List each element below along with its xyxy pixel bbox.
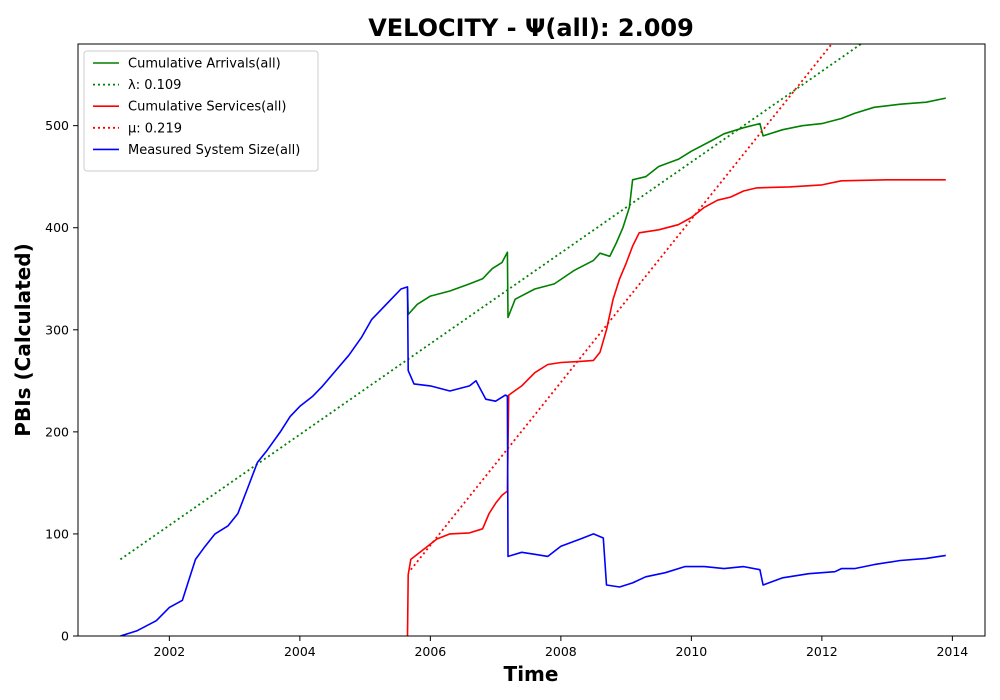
legend-label-0: Cumulative Arrivals(all) bbox=[128, 57, 281, 72]
y-axis: 0 100 200 300 400 500 bbox=[45, 118, 78, 644]
y-tick-label: 0 bbox=[61, 629, 69, 644]
x-tick-label: 2004 bbox=[284, 644, 316, 659]
legend-label-1: λ: 0.109 bbox=[128, 78, 181, 93]
y-tick-label: 100 bbox=[45, 526, 69, 541]
series-line-1 bbox=[119, 44, 862, 561]
series-line-4 bbox=[120, 286, 946, 636]
x-tick-label: 2010 bbox=[675, 644, 707, 659]
legend-label-3: μ: 0.219 bbox=[128, 121, 182, 136]
x-tick-label: 2008 bbox=[545, 644, 577, 659]
legend: Cumulative Arrivals(all) λ: 0.109 Cumulati… bbox=[83, 50, 319, 172]
x-tick-label: 2006 bbox=[414, 644, 446, 659]
x-tick-label: 2002 bbox=[153, 644, 185, 659]
y-tick-label: 200 bbox=[45, 424, 69, 439]
series-line-2 bbox=[406, 179, 946, 636]
y-tick-label: 400 bbox=[45, 220, 69, 235]
x-tick-label: 2012 bbox=[806, 644, 838, 659]
y-tick-label: 500 bbox=[45, 118, 69, 133]
y-tick-label: 300 bbox=[45, 322, 69, 337]
x-axis: 2002 2004 2006 2008 2010 2012 2014 bbox=[153, 636, 968, 659]
x-tick-label: 2014 bbox=[936, 644, 968, 659]
plot-area bbox=[119, 44, 946, 636]
legend-label-4: Measured System Size(all) bbox=[128, 143, 300, 158]
legend-label-2: Cumulative Services(all) bbox=[128, 100, 286, 115]
x-axis-label: Time bbox=[504, 662, 559, 686]
legend-box bbox=[83, 50, 319, 172]
series-line-3 bbox=[410, 44, 833, 571]
series-line-0 bbox=[406, 97, 946, 319]
y-axis-label: PBIs (Calculated) bbox=[11, 243, 35, 436]
plot-frame bbox=[77, 43, 986, 637]
chart-title: VELOCITY - Ψ(all): 2.009 bbox=[368, 14, 694, 42]
